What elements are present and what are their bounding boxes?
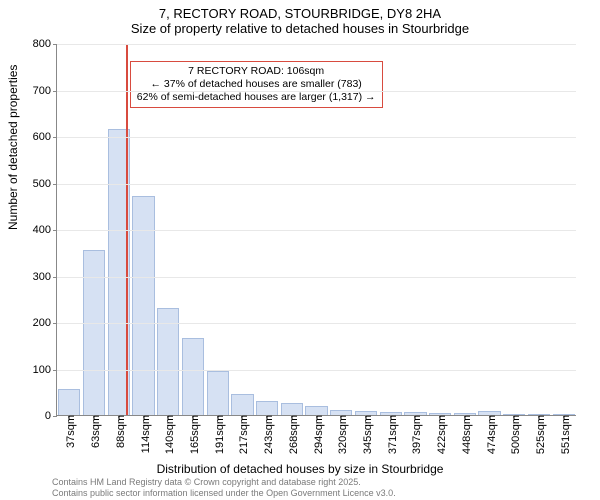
xtick-label: 88sqm: [111, 415, 127, 448]
xtick-label: 217sqm: [234, 415, 250, 454]
gridline: [57, 277, 576, 278]
title-line-2: Size of property relative to detached ho…: [0, 21, 600, 36]
histogram-bar: [207, 371, 229, 415]
xtick-label: 63sqm: [86, 415, 102, 448]
ytick-label: 500: [33, 178, 57, 190]
annotation-line: 7 RECTORY ROAD: 106sqm: [137, 65, 376, 78]
gridline: [57, 184, 576, 185]
xtick-label: 243sqm: [259, 415, 275, 454]
annotation-callout: 7 RECTORY ROAD: 106sqm← 37% of detached …: [130, 61, 383, 108]
gridline: [57, 323, 576, 324]
xtick-label: 551sqm: [556, 415, 572, 454]
title-line-1: 7, RECTORY ROAD, STOURBRIDGE, DY8 2HA: [0, 6, 600, 21]
xtick-label: 525sqm: [531, 415, 547, 454]
chart-plot-area: 37sqm63sqm88sqm114sqm140sqm165sqm191sqm2…: [56, 44, 576, 416]
footer-line-1: Contains HM Land Registry data © Crown c…: [52, 477, 590, 487]
xtick-label: 191sqm: [210, 415, 226, 454]
gridline: [57, 230, 576, 231]
xtick-label: 345sqm: [358, 415, 374, 454]
histogram-bar: [58, 389, 80, 415]
ytick-label: 300: [33, 271, 57, 283]
attribution-footer: Contains HM Land Registry data © Crown c…: [52, 477, 590, 498]
histogram-bar: [305, 406, 327, 415]
xtick-label: 294sqm: [309, 415, 325, 454]
xtick-label: 474sqm: [482, 415, 498, 454]
annotation-line: ← 37% of detached houses are smaller (78…: [137, 78, 376, 91]
ytick-label: 200: [33, 317, 57, 329]
histogram-bar: [157, 308, 179, 415]
chart-title: 7, RECTORY ROAD, STOURBRIDGE, DY8 2HA Si…: [0, 0, 600, 36]
gridline: [57, 91, 576, 92]
gridline: [57, 44, 576, 45]
gridline: [57, 370, 576, 371]
annotation-line: 62% of semi-detached houses are larger (…: [137, 91, 376, 104]
histogram-bar: [182, 338, 204, 415]
xtick-label: 165sqm: [185, 415, 201, 454]
ytick-label: 100: [33, 364, 57, 376]
gridline: [57, 137, 576, 138]
histogram-bar: [256, 401, 278, 415]
xtick-label: 448sqm: [457, 415, 473, 454]
xtick-label: 320sqm: [333, 415, 349, 454]
xtick-label: 422sqm: [432, 415, 448, 454]
ytick-label: 800: [33, 38, 57, 50]
y-axis-label: Number of detached properties: [6, 65, 20, 230]
x-axis-label: Distribution of detached houses by size …: [0, 462, 600, 476]
ytick-label: 700: [33, 85, 57, 97]
xtick-label: 140sqm: [160, 415, 176, 454]
histogram-bar: [231, 394, 253, 415]
xtick-label: 114sqm: [136, 415, 152, 453]
xtick-label: 500sqm: [506, 415, 522, 454]
ytick-label: 600: [33, 131, 57, 143]
ytick-label: 0: [45, 410, 57, 422]
xtick-label: 268sqm: [284, 415, 300, 454]
ytick-label: 400: [33, 224, 57, 236]
xtick-label: 397sqm: [407, 415, 423, 454]
xtick-label: 371sqm: [383, 415, 399, 454]
xtick-label: 37sqm: [61, 415, 77, 448]
histogram-bar: [281, 403, 303, 415]
footer-line-2: Contains public sector information licen…: [52, 488, 590, 498]
histogram-bar: [83, 250, 105, 415]
